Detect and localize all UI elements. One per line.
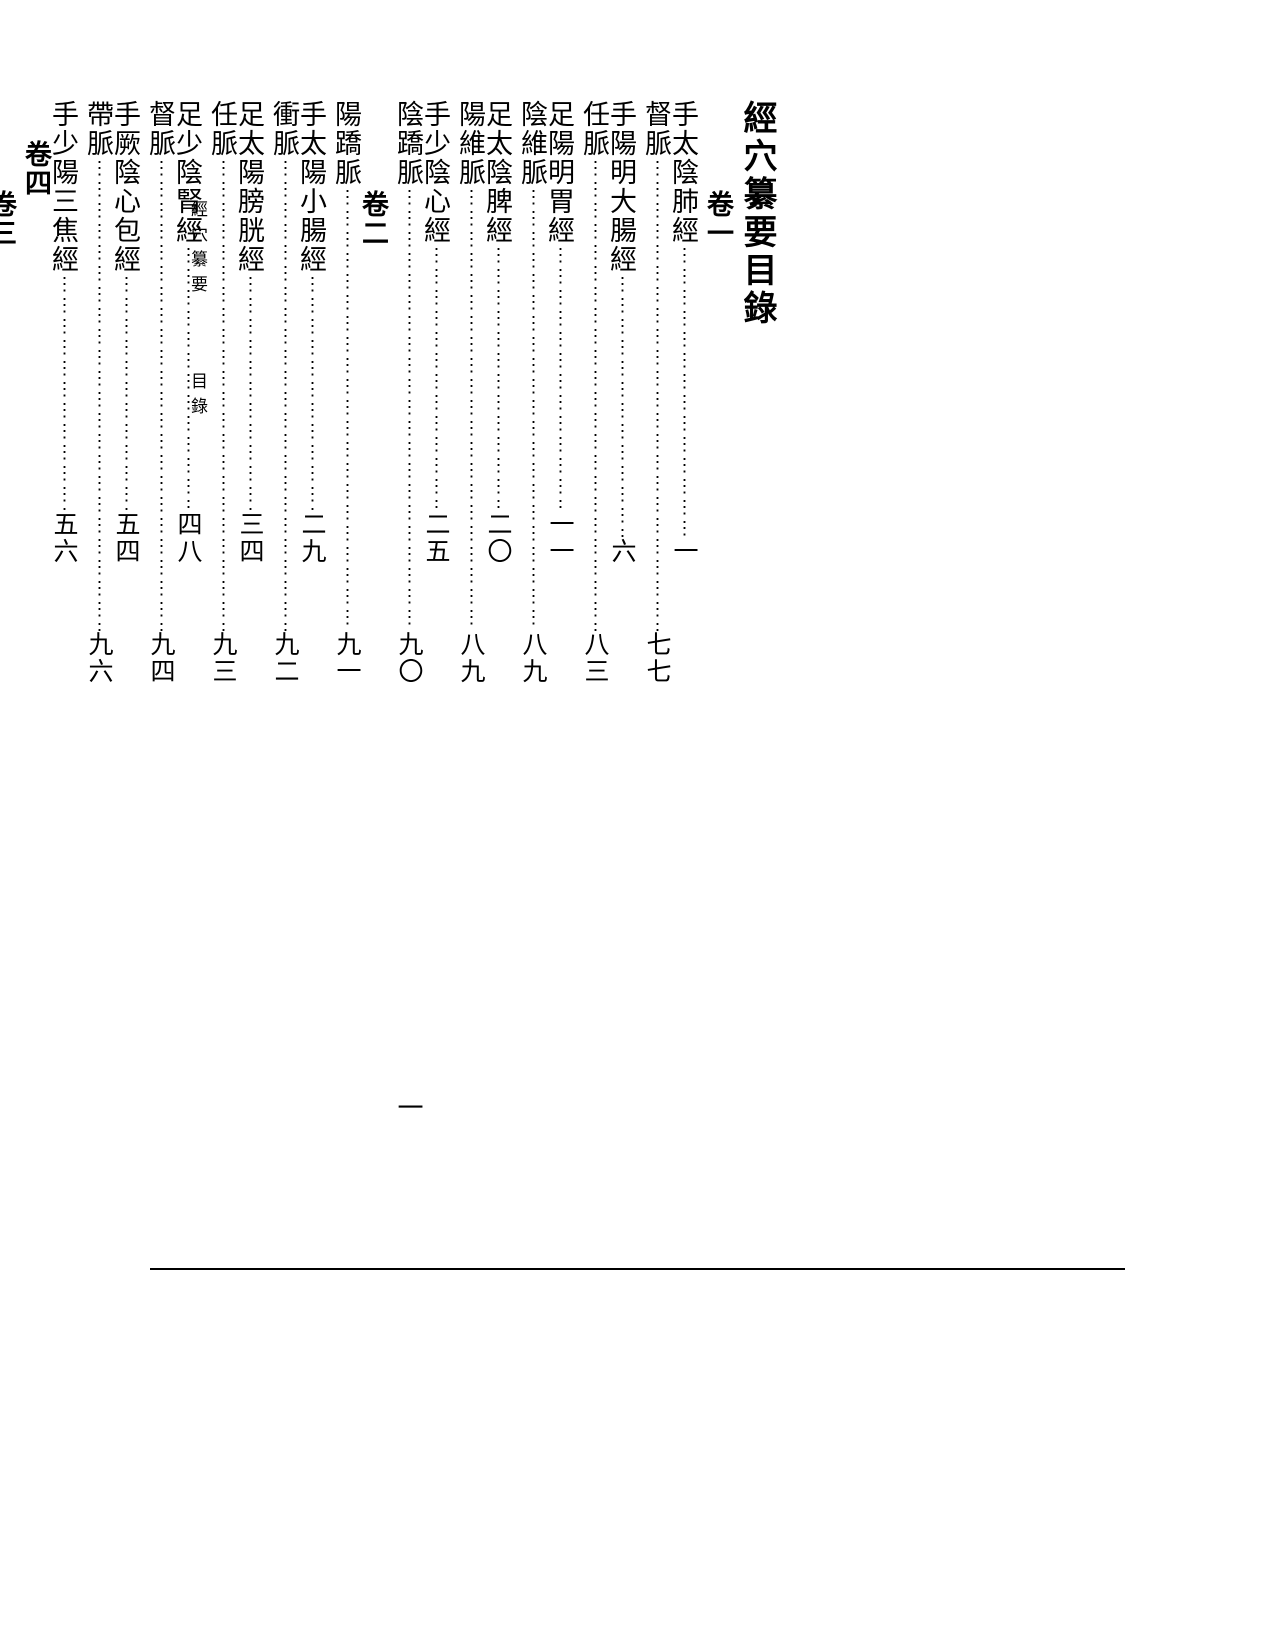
toc-entry-page: 九四 xyxy=(148,631,173,685)
toc-column: 足太陰脾經 ⋮⋮⋮⋮⋮⋮⋮⋮⋮⋮⋮⋮⋮⋮⋮⋮⋮⋮⋮⋮⋮⋮⋮⋮⋮⋮⋮⋮⋮⋮ 二〇 … xyxy=(456,100,510,1150)
toc-entry-page: 六 xyxy=(609,538,634,565)
toc-entry-title: 手陽明大腸經 xyxy=(607,100,634,274)
toc-entry-title: 任脈 xyxy=(208,100,235,158)
leader-dots: ⋮⋮⋮⋮⋮⋮⋮⋮⋮⋮⋮⋮⋮⋮⋮⋮⋮⋮⋮⋮⋮⋮⋮⋮⋮⋮⋮⋮⋮⋮ xyxy=(425,245,448,511)
toc-entry-page: 九〇 xyxy=(396,631,421,685)
toc-entry-title: 足太陰脾經 xyxy=(483,100,510,245)
toc-entry-title: 陽蹻脈 xyxy=(332,100,359,187)
leader-dots: ⋮⋮⋮⋮⋮⋮⋮⋮⋮⋮⋮⋮⋮⋮⋮⋮⋮⋮⋮⋮⋮⋮⋮⋮⋮⋮⋮⋮⋮⋮ xyxy=(177,245,200,511)
toc-entry-page: 八三 xyxy=(582,631,607,685)
toc-entry-title: 督脈 xyxy=(146,100,173,158)
toc-entry-title: 手少陰心經 xyxy=(421,100,448,245)
document-page: 經穴纂要 目錄 經穴纂要目錄 卷一 手太陰肺經 ⋮⋮⋮⋮⋮⋮⋮⋮⋮⋮⋮⋮⋮⋮⋮⋮… xyxy=(0,0,1275,1650)
leader-dots: ⋮⋮⋮⋮⋮⋮⋮⋮⋮⋮⋮⋮⋮⋮⋮⋮⋮⋮⋮⋮⋮⋮⋮⋮⋮⋮⋮⋮⋮⋮ xyxy=(487,245,510,511)
toc-entry-title: 手厥陰心包經 xyxy=(111,100,138,274)
toc-entry-title: 手太陽小腸經 xyxy=(297,100,324,274)
toc-entry-title: 足少陰腎經 xyxy=(173,100,200,245)
toc-column: 足少陰腎經 ⋮⋮⋮⋮⋮⋮⋮⋮⋮⋮⋮⋮⋮⋮⋮⋮⋮⋮⋮⋮⋮⋮⋮⋮⋮⋮⋮⋮⋮⋮ 四八 … xyxy=(146,100,200,1150)
toc-entry-title: 陽維脈 xyxy=(456,100,483,187)
leader-dots: ⋮⋮⋮⋮⋮⋮⋮⋮⋮⋮⋮⋮⋮⋮⋮⋮⋮⋮⋮⋮⋮⋮⋮⋮⋮⋮⋮⋮⋮⋮ xyxy=(212,158,235,631)
toc-entry-title: 陰蹻脈 xyxy=(394,100,421,187)
leader-dots: ⋮⋮⋮⋮⋮⋮⋮⋮⋮⋮⋮⋮⋮⋮⋮⋮⋮⋮⋮⋮⋮⋮⋮⋮⋮⋮⋮⋮⋮⋮ xyxy=(88,158,111,631)
leader-dots: ⋮⋮⋮⋮⋮⋮⋮⋮⋮⋮⋮⋮⋮⋮⋮⋮⋮⋮⋮⋮⋮⋮⋮⋮⋮⋮⋮⋮⋮⋮ xyxy=(239,274,262,511)
toc-entry-page: 四八 xyxy=(175,511,200,565)
toc-column: 卷三 内景 ⋮⋮⋮⋮⋮⋮⋮⋮⋮⋮⋮⋮⋮⋮⋮⋮⋮⋮⋮⋮⋮⋮⋮⋮⋮⋮⋮⋮⋮⋮ 一〇三 xyxy=(0,100,14,1150)
toc-entry-title: 帶脈 xyxy=(84,100,111,158)
toc-entry-page: 八九 xyxy=(458,631,483,685)
toc-column: 卷一 xyxy=(704,100,731,1150)
leader-dots: ⋮⋮⋮⋮⋮⋮⋮⋮⋮⋮⋮⋮⋮⋮⋮⋮⋮⋮⋮⋮⋮⋮⋮⋮⋮⋮⋮⋮⋮⋮ xyxy=(53,274,76,511)
toc-column: 手少陽三焦經 ⋮⋮⋮⋮⋮⋮⋮⋮⋮⋮⋮⋮⋮⋮⋮⋮⋮⋮⋮⋮⋮⋮⋮⋮⋮⋮⋮⋮⋮⋮ 五六… xyxy=(22,100,76,1150)
toc-entry-page: 三四 xyxy=(237,511,262,565)
toc-entry-page: 九一 xyxy=(334,631,359,685)
toc-title: 經穴纂要目錄 xyxy=(739,100,773,1150)
toc-entry-page: 五六 xyxy=(51,511,76,565)
leader-dots: ⋮⋮⋮⋮⋮⋮⋮⋮⋮⋮⋮⋮⋮⋮⋮⋮⋮⋮⋮⋮⋮⋮⋮⋮⋮⋮⋮⋮⋮⋮ xyxy=(611,274,634,538)
leader-dots: ⋮⋮⋮⋮⋮⋮⋮⋮⋮⋮⋮⋮⋮⋮⋮⋮⋮⋮⋮⋮⋮⋮⋮⋮⋮⋮⋮⋮⋮⋮ xyxy=(336,187,359,631)
leader-dots: ⋮⋮⋮⋮⋮⋮⋮⋮⋮⋮⋮⋮⋮⋮⋮⋮⋮⋮⋮⋮⋮⋮⋮⋮⋮⋮⋮⋮⋮⋮ xyxy=(398,187,421,631)
leader-dots: ⋮⋮⋮⋮⋮⋮⋮⋮⋮⋮⋮⋮⋮⋮⋮⋮⋮⋮⋮⋮⋮⋮⋮⋮⋮⋮⋮⋮⋮⋮ xyxy=(646,158,669,631)
toc-entry-title: 督脈 xyxy=(642,100,669,158)
toc-title-text: 經穴纂要目錄 xyxy=(739,100,773,1150)
toc-entry-title: 任脈 xyxy=(580,100,607,158)
volume-heading: 卷二 xyxy=(359,190,386,248)
leader-dots: ⋮⋮⋮⋮⋮⋮⋮⋮⋮⋮⋮⋮⋮⋮⋮⋮⋮⋮⋮⋮⋮⋮⋮⋮⋮⋮⋮⋮⋮⋮ xyxy=(115,274,138,511)
toc-entry-page: 九二 xyxy=(272,631,297,685)
toc-entry-title: 足太陽膀胱經 xyxy=(235,100,262,274)
leader-dots: ⋮⋮⋮⋮⋮⋮⋮⋮⋮⋮⋮⋮⋮⋮⋮⋮⋮⋮⋮⋮⋮⋮⋮⋮⋮⋮⋮⋮⋮⋮ xyxy=(584,158,607,631)
toc-entry-page: 九三 xyxy=(210,631,235,685)
leader-dots: ⋮⋮⋮⋮⋮⋮⋮⋮⋮⋮⋮⋮⋮⋮⋮⋮⋮⋮⋮⋮⋮⋮⋮⋮⋮⋮⋮⋮⋮⋮ xyxy=(150,158,173,631)
toc-entry-page: 二五 xyxy=(423,511,448,565)
volume-heading: 卷四 xyxy=(22,140,49,198)
leader-dots: ⋮⋮⋮⋮⋮⋮⋮⋮⋮⋮⋮⋮⋮⋮⋮⋮⋮⋮⋮⋮⋮⋮⋮⋮⋮⋮⋮⋮⋮⋮ xyxy=(274,158,297,631)
toc-column: 足太陽膀胱經 ⋮⋮⋮⋮⋮⋮⋮⋮⋮⋮⋮⋮⋮⋮⋮⋮⋮⋮⋮⋮⋮⋮⋮⋮⋮⋮⋮⋮⋮⋮ 三四… xyxy=(208,100,262,1150)
toc-entry-page: 七七 xyxy=(644,631,669,685)
toc-entry-page: 二九 xyxy=(299,511,324,565)
toc-column: 手少陰心經 ⋮⋮⋮⋮⋮⋮⋮⋮⋮⋮⋮⋮⋮⋮⋮⋮⋮⋮⋮⋮⋮⋮⋮⋮⋮⋮⋮⋮⋮⋮ 二五 … xyxy=(394,100,448,1150)
leader-dots: ⋮⋮⋮⋮⋮⋮⋮⋮⋮⋮⋮⋮⋮⋮⋮⋮⋮⋮⋮⋮⋮⋮⋮⋮⋮⋮⋮⋮⋮⋮ xyxy=(673,245,696,538)
toc-column: 手陽明大腸經 ⋮⋮⋮⋮⋮⋮⋮⋮⋮⋮⋮⋮⋮⋮⋮⋮⋮⋮⋮⋮⋮⋮⋮⋮⋮⋮⋮⋮⋮⋮ 六 … xyxy=(580,100,634,1150)
toc-entry-title: 手太陰肺經 xyxy=(669,100,696,245)
volume-heading: 卷一 xyxy=(704,190,731,248)
toc-column: 手太陰肺經 ⋮⋮⋮⋮⋮⋮⋮⋮⋮⋮⋮⋮⋮⋮⋮⋮⋮⋮⋮⋮⋮⋮⋮⋮⋮⋮⋮⋮⋮⋮ 一 督… xyxy=(642,100,696,1150)
leader-dots: ⋮⋮⋮⋮⋮⋮⋮⋮⋮⋮⋮⋮⋮⋮⋮⋮⋮⋮⋮⋮⋮⋮⋮⋮⋮⋮⋮⋮⋮⋮ xyxy=(549,245,572,511)
toc-column: 手厥陰心包經 ⋮⋮⋮⋮⋮⋮⋮⋮⋮⋮⋮⋮⋮⋮⋮⋮⋮⋮⋮⋮⋮⋮⋮⋮⋮⋮⋮⋮⋮⋮ 五四… xyxy=(84,100,138,1150)
page-number: 一 xyxy=(390,1094,427,1120)
toc-column: 足陽明胃經 ⋮⋮⋮⋮⋮⋮⋮⋮⋮⋮⋮⋮⋮⋮⋮⋮⋮⋮⋮⋮⋮⋮⋮⋮⋮⋮⋮⋮⋮⋮ 一一 … xyxy=(518,100,572,1150)
toc-entry-title: 衝脈 xyxy=(270,100,297,158)
bottom-rule xyxy=(150,1268,1125,1270)
toc-entry-page: 一 xyxy=(671,538,696,565)
toc-entry-page: 八九 xyxy=(520,631,545,685)
leader-dots: ⋮⋮⋮⋮⋮⋮⋮⋮⋮⋮⋮⋮⋮⋮⋮⋮⋮⋮⋮⋮⋮⋮⋮⋮⋮⋮⋮⋮⋮⋮ xyxy=(522,187,545,631)
toc-entry-page: 二〇 xyxy=(485,511,510,565)
toc-column: 手太陽小腸經 ⋮⋮⋮⋮⋮⋮⋮⋮⋮⋮⋮⋮⋮⋮⋮⋮⋮⋮⋮⋮⋮⋮⋮⋮⋮⋮⋮⋮⋮⋮ 二九… xyxy=(270,100,324,1150)
toc-entry-title: 陰維脈 xyxy=(518,100,545,187)
toc-entry-title: 手少陽三焦經 xyxy=(49,100,76,274)
toc-entry-page: 五四 xyxy=(113,511,138,565)
toc-entry-title: 足陽明胃經 xyxy=(545,100,572,245)
toc-entry-page: 九六 xyxy=(86,631,111,685)
toc-content: 經穴纂要目錄 卷一 手太陰肺經 ⋮⋮⋮⋮⋮⋮⋮⋮⋮⋮⋮⋮⋮⋮⋮⋮⋮⋮⋮⋮⋮⋮⋮⋮… xyxy=(150,100,785,1150)
toc-entry-page: 一一 xyxy=(547,511,572,565)
leader-dots: ⋮⋮⋮⋮⋮⋮⋮⋮⋮⋮⋮⋮⋮⋮⋮⋮⋮⋮⋮⋮⋮⋮⋮⋮⋮⋮⋮⋮⋮⋮ xyxy=(301,274,324,511)
leader-dots: ⋮⋮⋮⋮⋮⋮⋮⋮⋮⋮⋮⋮⋮⋮⋮⋮⋮⋮⋮⋮⋮⋮⋮⋮⋮⋮⋮⋮⋮⋮ xyxy=(460,187,483,631)
volume-heading: 卷三 xyxy=(0,190,14,248)
toc-column: 卷二 陽蹻脈 ⋮⋮⋮⋮⋮⋮⋮⋮⋮⋮⋮⋮⋮⋮⋮⋮⋮⋮⋮⋮⋮⋮⋮⋮⋮⋮⋮⋮⋮⋮ 九一 xyxy=(332,100,386,1150)
